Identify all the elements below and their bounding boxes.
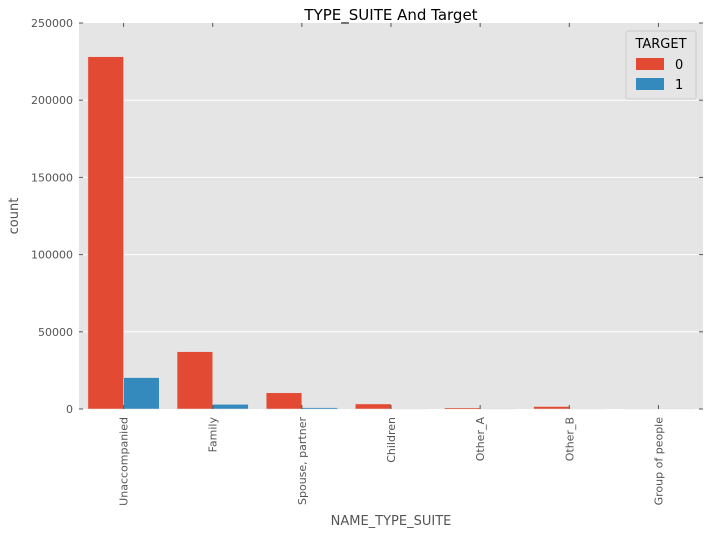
x-tick-label: Family [207,417,220,453]
bar-other-a-target-0 [444,407,481,410]
x-tick-label: Other_A [474,417,487,462]
y-tick-label: 200000 [31,94,73,107]
chart-title: TYPE_SUITE And Target [303,6,477,25]
legend-label-1: 1 [675,78,683,93]
grid-lines [79,99,703,333]
x-tick-label: Spouse, partner [296,417,309,505]
x-tick-label: Unaccompanied [118,417,131,506]
bar-spouse-partner-target-1 [301,407,338,410]
y-tick-label: 150000 [31,171,73,184]
bar-unaccompanied-target-0 [87,56,124,410]
x-tick-label: Children [385,417,398,463]
bar-family-target-1 [212,404,249,410]
bar-family-target-0 [176,351,213,410]
legend-swatch-1 [636,78,664,90]
bar-other-b-target-0 [533,406,570,410]
bars [87,56,695,410]
legend-swatch-0 [636,58,664,70]
x-axis-label: NAME_TYPE_SUITE [331,514,452,529]
y-tick-label: 100000 [31,249,73,262]
bar-spouse-partner-target-0 [265,392,303,410]
x-tick-label: Group of people [652,417,665,506]
legend-label-0: 0 [675,58,683,73]
y-tick-label: 0 [66,403,73,416]
x-axis-ticks: Unaccompanied Family Spouse, partner Childr… [118,23,665,506]
legend: TARGET 0 1 [625,30,697,100]
plot-background [79,23,703,409]
legend-title: TARGET [634,37,686,52]
y-axis-ticks: 0 50000 100000 150000 200000 250000 [31,17,703,416]
y-tick-label: 250000 [31,17,73,30]
bar-children-target-0 [355,403,392,410]
y-tick-label: 50000 [38,326,73,339]
y-axis-label: count [7,198,22,235]
x-tick-label: Other_B [563,417,576,461]
bar-unaccompanied-target-1 [123,377,160,410]
